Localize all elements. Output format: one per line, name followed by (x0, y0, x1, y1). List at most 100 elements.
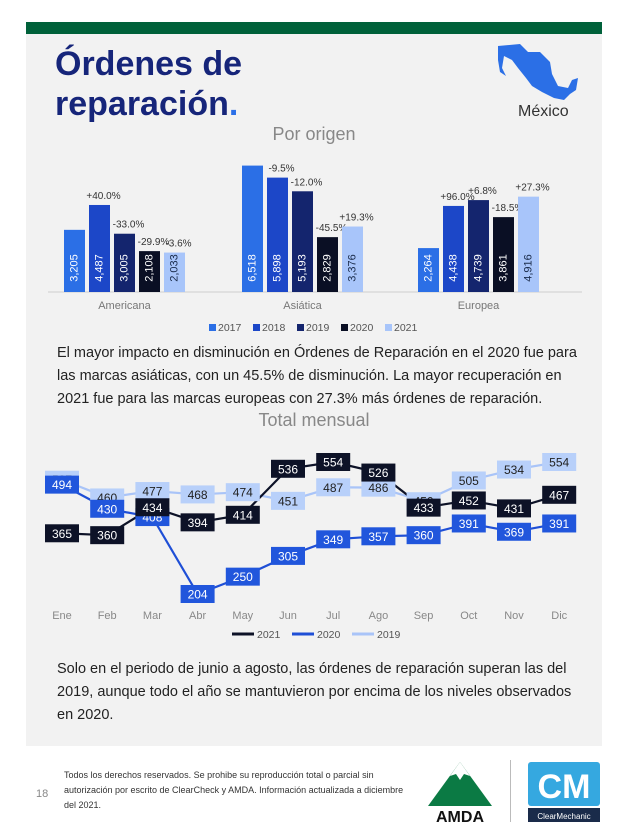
bar-value-label: 4,438 (447, 254, 459, 282)
bar-value-label: 2,033 (168, 254, 180, 282)
line-point-2020: 305 (271, 546, 305, 565)
line-point-2021: 431 (497, 499, 531, 518)
bar-value-label: 4,916 (522, 254, 534, 282)
bar-value-label: 4,739 (472, 254, 484, 282)
bar-value-label: 6,518 (246, 254, 258, 282)
line-point-label: 349 (323, 533, 343, 547)
line-point-2019: 468 (180, 485, 215, 504)
line-point-label: 451 (278, 494, 298, 508)
bar-value-label: 4,487 (93, 254, 105, 282)
line-point-label: 452 (459, 494, 479, 508)
bar-value-label: 2,829 (321, 254, 333, 282)
bar-europea-2020 (493, 217, 514, 292)
line-point-2019: 486 (361, 478, 396, 497)
bar-americana-2020 (139, 251, 160, 292)
amda-logo: AMDA (428, 762, 492, 826)
line-point-2021: 434 (135, 498, 170, 517)
bar-asiática-2019 (292, 191, 313, 292)
bar-americana-2019 (114, 233, 135, 292)
line-point-label: 536 (278, 462, 298, 476)
title-dot: . (228, 85, 239, 123)
line-point-label: 434 (142, 501, 162, 515)
bar-pct-label: -3.6% (165, 239, 191, 250)
line-point-label: 369 (504, 525, 524, 539)
legend-label-2020: 2020 (350, 322, 374, 334)
line-point-2021: 365 (45, 524, 79, 543)
line-point-label: 494 (52, 478, 72, 492)
line-point-2021: 394 (180, 513, 215, 532)
paragraph-1: El mayor impacto en disminución en Órden… (57, 345, 577, 407)
top-brand-bar (26, 22, 602, 34)
bar-value-label: 3,005 (118, 254, 130, 282)
line-point-2020: 391 (542, 514, 577, 533)
bar-value-label: 5,898 (271, 254, 283, 282)
legend-label-2017: 2017 (218, 322, 242, 334)
line-point-label: 554 (549, 456, 569, 470)
line-point-2019: 451 (271, 491, 305, 510)
line-point-2019: 534 (497, 460, 531, 479)
line-point-label: 433 (414, 501, 434, 515)
bar-americana-2017 (64, 229, 85, 292)
line-point-2021: 433 (406, 498, 441, 517)
line-point-label: 477 (142, 485, 162, 499)
bar-value-label: 2,108 (143, 254, 155, 282)
bar-pct-label: -9.5% (268, 164, 294, 175)
line-point-label: 486 (368, 481, 388, 495)
bar-asiática-2017 (242, 165, 263, 292)
page-title: Órdenes de reparación. (55, 44, 242, 124)
line-point-2020: 360 (406, 526, 441, 545)
amda-mountain-icon (428, 762, 492, 806)
clearmechanic-logo-text: ClearMechanic (537, 812, 590, 821)
line-point-2021: 554 (316, 453, 351, 471)
bar-value-label: 3,861 (497, 254, 509, 282)
line-point-label: 554 (323, 456, 343, 470)
line-point-2019: 474 (225, 483, 260, 502)
line-point-label: 431 (504, 502, 524, 516)
line-point-2020: 349 (316, 530, 351, 549)
line-point-label: 391 (459, 517, 479, 531)
line-point-2020: 430 (90, 499, 125, 518)
line-point-2021: 452 (451, 491, 486, 510)
bar-pct-label: +6.8% (468, 186, 497, 197)
line-point-label: 250 (233, 570, 253, 584)
bar-europea-2021 (518, 196, 539, 292)
bar-americana-2021 (164, 252, 185, 292)
legend-swatch-2018 (253, 324, 260, 331)
bar-pct-label: -12.0% (291, 177, 323, 188)
line-point-2020: 391 (451, 514, 486, 533)
line-point-label: 357 (368, 530, 388, 544)
bar-asiática-2021 (342, 226, 363, 292)
bar-chart-title: Por origen (272, 124, 356, 144)
line-point-label: 430 (97, 502, 117, 516)
month-label: Dic (551, 610, 567, 622)
page-number: 18 (36, 788, 49, 800)
line-point-label: 360 (97, 529, 117, 543)
month-label: Ago (369, 610, 389, 622)
bar-chart: 3,205 4,487 +40.0% 3,005 -33.0% 2,108 -29.9% 2,… (48, 164, 582, 334)
bar-pct-label: -33.0% (113, 220, 145, 231)
bar-value-label: 5,193 (296, 254, 308, 282)
country-label: México (518, 103, 569, 120)
bar-europea-2019 (468, 200, 489, 292)
bar-pct-label: -18.5% (492, 203, 524, 214)
line-point-label: 526 (368, 466, 388, 480)
month-label: Jul (326, 610, 340, 622)
amda-logo-text: AMDA (436, 809, 484, 826)
bar-asiática-2018 (267, 177, 288, 292)
line-point-2021: 467 (542, 485, 577, 504)
line-point-label: 365 (52, 527, 72, 541)
month-label: Nov (504, 610, 524, 622)
bar-pct-label: -45.5% (316, 223, 348, 234)
bar-value-label: 2,264 (422, 254, 434, 282)
bar-americana-2018 (89, 204, 110, 292)
line-point-label: 468 (188, 488, 208, 502)
line-point-label: 305 (278, 549, 298, 563)
line-point-label: 360 (414, 529, 434, 543)
line-point-2020: 494 (45, 475, 79, 494)
line-point-label: 414 (233, 508, 253, 522)
logo-divider (510, 760, 511, 822)
line-point-label: 534 (504, 463, 524, 477)
bar-pct-label: +96.0% (440, 192, 474, 203)
bar-asiática-2020 (317, 237, 338, 292)
legend-swatch-2017 (209, 324, 216, 331)
